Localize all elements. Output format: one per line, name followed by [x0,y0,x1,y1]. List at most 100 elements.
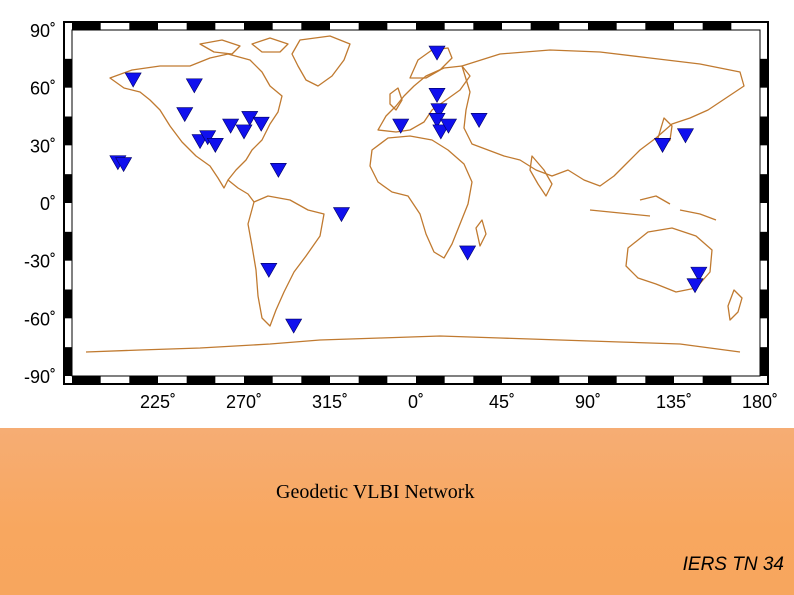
coastline-madagascar [475,219,487,247]
footer-band [0,428,794,595]
vlbi-station-marker [176,107,194,123]
report-id: IERS TN 34 [682,554,784,575]
coastline-canadian-arctic [199,37,289,55]
frame-tick-lon [588,22,617,30]
vlbi-station-marker [332,207,350,223]
frame-tick-lon [702,22,732,30]
vlbi-station-marker [260,262,278,278]
latitude-tick-label: 60˚ [30,79,56,99]
coastline-africa [369,135,473,259]
frame-tick-lon [129,22,158,30]
vlbi-station-marker [676,128,694,144]
longitude-tick-label: 0˚ [408,392,424,412]
coastline-greenland [291,35,351,87]
coastline-australia [625,227,713,293]
coastline-india [529,155,553,197]
coastline-british-isles [389,87,403,111]
vlbi-station-marker [439,118,458,134]
coastline-south-america [247,195,325,327]
frame-tick-lon [244,376,273,384]
frame-tick-lat [760,174,768,203]
frame-tick-lon [645,376,674,384]
vlbi-station-map: 90˚ 60˚ 30˚ 0˚ -30˚ -60˚ -90˚ 225˚ 270˚ 315˚ 0˚ 45… [24,21,778,412]
longitude-labels: 225˚ 270˚ 315˚ 0˚ 45˚ 90˚ 135˚ 180˚ [140,392,778,412]
coastline-new-zealand [727,289,743,321]
vlbi-station-marker [392,118,410,134]
vlbi-station-marker [428,45,446,61]
frame-tick-lat [760,289,768,319]
frame-tick-lon [588,376,617,384]
frame-tick-lat [760,58,768,88]
frame-checkerboard [64,22,768,384]
vlbi-station-marker [235,124,253,140]
longitude-tick-label: 225˚ [140,392,176,412]
frame-tick-lon [416,22,445,30]
longitude-tick-label: 135˚ [656,392,692,412]
vlbi-station-marker [199,130,217,146]
vlbi-station-marker [459,245,477,261]
latitude-tick-label: -60˚ [24,309,56,329]
frame-tick-lon [358,22,388,30]
frame-tick-lat [64,289,72,319]
frame-tick-lat [64,347,72,376]
latitude-tick-label: -90˚ [24,367,56,387]
map-frame-inner [71,29,761,377]
vlbi-station-marker [222,118,240,134]
vlbi-station-marker [269,163,287,178]
frame-tick-lat [760,231,768,261]
frame-tick-lat [64,231,72,261]
station-markers [109,45,708,334]
coastline-asia [461,49,745,187]
longitude-tick-label: 270˚ [226,392,262,412]
frame-tick-lat [760,116,768,146]
coastline-europe [377,65,471,133]
vlbi-station-marker [686,278,704,294]
vlbi-station-marker [285,318,303,334]
frame-tick-lat [760,347,768,376]
vlbi-station-marker [654,138,672,153]
frame-tick-lon [244,22,273,30]
longitude-tick-label: 315˚ [312,392,348,412]
frame-tick-lon [72,376,101,384]
frame-tick-lat [64,116,72,146]
frame-tick-lon [186,22,216,30]
frame-tick-lon [473,22,502,30]
vlbi-station-marker [690,266,708,282]
vlbi-station-marker [430,103,448,119]
coastline-central-america [227,179,255,203]
frame-tick-lat [64,58,72,88]
frame-tick-lon [301,22,330,30]
coastline-scandinavia [409,47,453,79]
frame-tick-lon [702,376,732,384]
coastline-antarctica [85,335,741,353]
vlbi-station-marker [115,157,133,173]
frame-tick-lat [64,174,72,203]
coastline-north-america [109,53,283,189]
vlbi-station-marker [470,113,488,128]
frame-tick-lon [416,376,445,384]
world-map-panel: 90˚ 60˚ 30˚ 0˚ -30˚ -60˚ -90˚ 225˚ 270˚ 315˚ 0˚ 45… [23,21,779,412]
frame-tick-lon [530,22,560,30]
frame-tick-lon [358,376,388,384]
latitude-labels: 90˚ 60˚ 30˚ 0˚ -30˚ -60˚ -90˚ [24,21,56,387]
latitude-tick-label: 0˚ [40,194,56,214]
slide-caption: Geodetic VLBI Network [276,481,475,503]
longitude-tick-label: 90˚ [575,392,601,412]
longitude-tick-label: 45˚ [489,392,515,412]
vlbi-station-marker [252,116,270,132]
latitude-tick-label: 90˚ [30,21,56,41]
coastlines [85,35,745,353]
frame-tick-lon [645,22,674,30]
frame-tick-lon [473,376,502,384]
longitude-tick-label: 180˚ [742,392,778,412]
vlbi-station-marker [428,88,446,103]
frame-tick-lon [72,22,101,30]
vlbi-station-marker [206,138,224,153]
latitude-tick-label: -30˚ [24,252,56,272]
vlbi-station-marker [432,124,450,140]
frame-tick-lon [186,376,216,384]
frame-tick-lon [530,376,560,384]
latitude-tick-label: 30˚ [30,136,56,156]
vlbi-station-marker [124,72,142,88]
frame-tick-lon [301,376,330,384]
